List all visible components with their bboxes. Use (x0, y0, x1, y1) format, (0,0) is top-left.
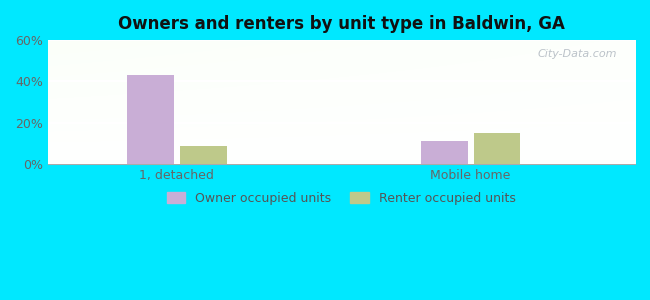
Bar (127, 75, 174, 164)
Bar (421, 142, 467, 164)
Title: Owners and renters by unit type in Baldwin, GA: Owners and renters by unit type in Baldw… (118, 15, 565, 33)
Legend: Owner occupied units, Renter occupied units: Owner occupied units, Renter occupied un… (162, 187, 521, 210)
Text: City-Data.com: City-Data.com (538, 49, 617, 59)
Bar (180, 146, 227, 164)
Bar (473, 133, 521, 164)
